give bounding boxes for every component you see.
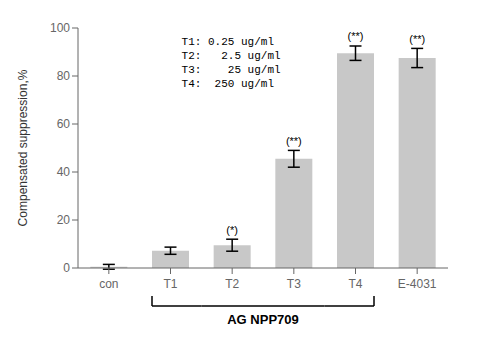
svg-text:20: 20 [57, 213, 71, 227]
svg-text:AG NPP709: AG NPP709 [227, 312, 299, 327]
html-text:T2: 2.5 ug/ml: T2: 2.5 ug/ml [181, 50, 281, 63]
svg-text:80: 80 [57, 69, 71, 83]
svg-text:T4: T4 [348, 277, 362, 291]
svg-text:T1: T1 [163, 277, 177, 291]
svg-text:(**): (**) [286, 135, 302, 147]
html-text:T4: 250 ug/ml: T4: 250 ug/ml [181, 78, 274, 91]
svg-text:(**): (**) [348, 30, 364, 42]
svg-text:Compensated suppression,%: Compensated suppression,% [16, 69, 30, 226]
svg-text:0: 0 [63, 261, 70, 275]
svg-text:E-4031: E-4031 [398, 277, 437, 291]
svg-text:con: con [99, 277, 118, 291]
svg-text:(**): (**) [409, 33, 425, 45]
svg-text:T2: T2 [225, 277, 239, 291]
svg-text:40: 40 [57, 165, 71, 179]
svg-text:100: 100 [50, 21, 70, 35]
svg-text:T3: T3 [287, 277, 301, 291]
svg-text:(*): (*) [226, 224, 238, 236]
html-text:T1: 0.25 ug/ml: T1: 0.25 ug/ml [181, 36, 274, 49]
html-text:T3: 25 ug/ml: T3: 25 ug/ml [181, 64, 281, 77]
svg-text:60: 60 [57, 117, 71, 131]
